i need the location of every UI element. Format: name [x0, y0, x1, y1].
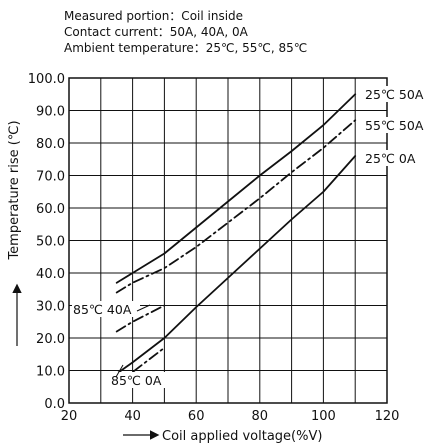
- x-tick-label: 80: [252, 409, 269, 424]
- x-axis-title: Coil applied voltage(%V): [162, 429, 322, 444]
- series-label-4: 85℃ 40A: [73, 302, 132, 317]
- series-label-2: 55℃ 50A: [365, 118, 424, 133]
- y-tick-label: 50.0: [36, 235, 65, 250]
- chart-axes: 20 40 60 80 100 120 0.0 10.0 20.0 30.0 40.0 50.0 60.…: [7, 72, 399, 444]
- series-label-background: [364, 150, 426, 166]
- series-line-3: [115, 155, 357, 375]
- y-tick-label: 80.0: [36, 137, 65, 152]
- series-label-background: [110, 372, 174, 388]
- chart-series: [115, 93, 357, 383]
- series-line-4: [115, 304, 166, 333]
- y-tick-label: 0.0: [44, 397, 65, 412]
- series-line-2: [115, 119, 357, 294]
- series-line-1: [115, 93, 357, 284]
- y-tick-label: 20.0: [36, 332, 65, 347]
- series-label-5: 85℃ 0A: [111, 373, 162, 388]
- y-tick-label: 30.0: [36, 300, 65, 315]
- x-tick-label: 100: [311, 409, 336, 424]
- ambient-temperature-text: Ambient temperature：25℃, 55℃, 85℃: [64, 41, 308, 55]
- series-label-1: 25℃ 50A: [365, 87, 424, 102]
- chart-labels: 25℃ 50A 55℃ 50A 25℃ 0A 85℃ 40A 85℃ 0A: [72, 86, 432, 388]
- x-tick-label: 40: [124, 409, 141, 424]
- plot-frame: [68, 77, 388, 404]
- y-axis-title: Temperature rise (℃): [7, 120, 22, 260]
- series-label-background: [364, 117, 432, 133]
- y-tick-label: 70.0: [36, 170, 65, 185]
- contact-current-text: Contact current：50A, 40A, 0A: [64, 25, 248, 39]
- y-tick-label: 10.0: [36, 365, 65, 380]
- x-tick-label: 20: [61, 409, 78, 424]
- measured-portion-text: Measured portion：Coil inside: [64, 9, 244, 23]
- y-tick-label: 90.0: [36, 105, 65, 120]
- series-label-background: [72, 301, 140, 317]
- series-label-leader-line: [115, 364, 124, 378]
- y-tick-label: 60.0: [36, 202, 65, 217]
- chart-grid: [69, 78, 387, 403]
- x-tick-label: 120: [375, 409, 400, 424]
- test-conditions: Measured portion：Coil inside Contact cur…: [64, 8, 307, 56]
- series-label-3: 25℃ 0A: [365, 151, 416, 166]
- y-tick-label: 40.0: [36, 267, 65, 282]
- x-tick-label: 60: [188, 409, 205, 424]
- series-label-background: [364, 86, 432, 102]
- series-label-leader-line: [136, 304, 151, 312]
- y-tick-label: 100.0: [28, 72, 65, 87]
